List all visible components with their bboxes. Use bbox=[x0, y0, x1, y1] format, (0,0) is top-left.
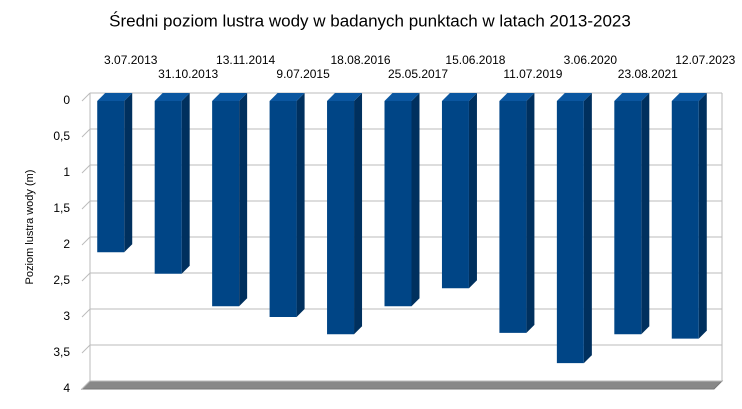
bar-side bbox=[583, 93, 592, 364]
bar-side bbox=[354, 93, 363, 335]
bar-top bbox=[614, 93, 650, 101]
grid-line bbox=[81, 200, 91, 210]
y-axis-title: Poziom lustra wody (m) bbox=[24, 170, 36, 285]
x-tick-label: 11.07.2019 bbox=[503, 67, 562, 81]
bar bbox=[441, 93, 477, 289]
bar bbox=[499, 93, 535, 333]
grid-line bbox=[81, 308, 91, 318]
x-tick-label: 12.07.2023 bbox=[675, 53, 735, 67]
bar-side bbox=[641, 93, 650, 335]
bar-top bbox=[671, 93, 707, 101]
bar bbox=[671, 93, 707, 339]
grid-line bbox=[81, 128, 91, 138]
bar bbox=[269, 93, 305, 317]
y-tick-label: 0,5 bbox=[53, 129, 70, 143]
x-tick-label: 13.11.2014 bbox=[216, 53, 275, 67]
y-tick-label: 1 bbox=[63, 165, 70, 179]
grid-line bbox=[81, 92, 91, 102]
x-tick-label: 23.08.2021 bbox=[618, 67, 678, 81]
bar bbox=[97, 93, 133, 253]
bar bbox=[212, 93, 248, 307]
y-tick-label: 3,5 bbox=[53, 345, 70, 359]
bar-top bbox=[327, 93, 363, 101]
bar bbox=[384, 93, 420, 307]
y-tick-label: 3 bbox=[63, 309, 70, 323]
chart-title: Średni poziom lustra wody w badanych pun… bbox=[109, 11, 631, 30]
bar-top bbox=[154, 93, 190, 101]
bar-front bbox=[269, 101, 297, 317]
bar bbox=[154, 93, 190, 274]
y-tick-label: 1,5 bbox=[53, 201, 70, 215]
bar-top bbox=[384, 93, 420, 101]
bar-side bbox=[181, 93, 190, 274]
y-tick-label: 4 bbox=[63, 381, 70, 395]
x-tick-label: 31.10.2013 bbox=[158, 67, 218, 81]
bar-front bbox=[499, 101, 527, 333]
bar-front bbox=[384, 101, 412, 307]
grid-line bbox=[81, 272, 91, 282]
bar-top bbox=[441, 93, 477, 101]
floor bbox=[80, 380, 724, 390]
y-tick-label: 2 bbox=[63, 237, 70, 251]
bar-front bbox=[212, 101, 240, 307]
bar-side bbox=[411, 93, 420, 307]
bar-side bbox=[296, 93, 305, 317]
bar-front bbox=[154, 101, 182, 274]
bar-side bbox=[526, 93, 535, 333]
bar-front bbox=[441, 101, 469, 289]
grid-line bbox=[81, 164, 91, 174]
bar-front bbox=[614, 101, 642, 335]
x-tick-label: 18.08.2016 bbox=[331, 53, 391, 67]
x-tick-label: 25.05.2017 bbox=[388, 67, 448, 81]
bar-front bbox=[97, 101, 125, 253]
y-tick-label: 2,5 bbox=[53, 273, 70, 287]
bar bbox=[556, 93, 592, 364]
bar-side bbox=[698, 93, 707, 339]
grid-line bbox=[81, 236, 91, 246]
x-tick-label: 3.07.2013 bbox=[104, 53, 158, 67]
bar-side bbox=[468, 93, 477, 289]
bar-front bbox=[327, 101, 355, 335]
bar-top bbox=[499, 93, 535, 101]
x-tick-label: 9.07.2015 bbox=[276, 67, 330, 81]
bar-side bbox=[239, 93, 248, 307]
bar-front bbox=[556, 101, 584, 364]
bar-top bbox=[212, 93, 248, 101]
grid-line bbox=[81, 380, 91, 390]
bar-top bbox=[97, 93, 133, 101]
bar bbox=[327, 93, 363, 335]
x-tick-label: 3.06.2020 bbox=[564, 53, 618, 67]
bar-top bbox=[269, 93, 305, 101]
bar bbox=[614, 93, 650, 335]
y-tick-label: 0 bbox=[63, 93, 70, 107]
grid-line bbox=[81, 344, 91, 354]
bar-top bbox=[556, 93, 592, 101]
bar-side bbox=[124, 93, 133, 253]
bar-front bbox=[671, 101, 699, 339]
x-tick-label: 15.06.2018 bbox=[445, 53, 505, 67]
